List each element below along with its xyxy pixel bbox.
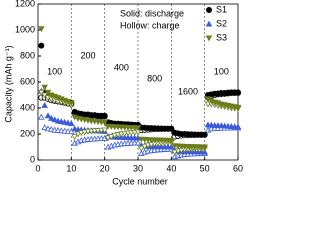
y-tick-label: 1200 [15,0,35,8]
charge-point [101,127,108,134]
discharge-point [68,100,75,107]
discharge-point [51,116,58,123]
x-tick-label: 20 [100,163,110,173]
legend-label: S3 [216,32,227,42]
y-axis-label: Capacity (mAh g⁻¹) [3,45,13,122]
rate-label: 400 [114,62,129,72]
legend-marker [205,7,212,13]
rate-label: 100 [214,66,229,76]
legend-note: Solid: discharge [120,8,184,18]
discharge-point [201,131,208,138]
discharge-point [134,125,142,132]
charge-point [104,135,112,142]
legend-label: S1 [216,4,227,14]
x-tick-label: 10 [66,163,76,173]
y-tick-label: 400 [20,102,35,112]
x-tick-label: 30 [133,163,143,173]
x-tick-label: 50 [200,163,210,173]
charge-point [41,124,48,130]
legend-marker [205,35,213,42]
discharge-point [234,104,242,111]
rate-label: 200 [80,50,95,60]
discharge-point [41,101,48,108]
discharge-point [168,138,175,144]
discharge-point [68,120,75,127]
discharge-point [41,84,48,91]
y-tick-label: 200 [20,128,35,138]
rate-label: 1600 [178,86,198,96]
rate-label: 800 [147,73,162,83]
discharge-point [101,119,108,126]
charge-point [71,134,78,141]
discharge-point [48,114,55,121]
rate-label: 100 [47,66,62,76]
x-axis-label: Cycle number [112,176,168,186]
discharge-point [168,143,175,150]
charge-point [108,134,115,141]
y-tick-label: 800 [20,50,35,60]
y-tick-label: 600 [20,76,35,86]
legend-note: Hollow: charge [120,20,180,30]
discharge-point [234,89,241,96]
discharge-point [38,42,45,49]
discharge-point [201,144,208,151]
charge-point [134,139,142,146]
charge-point [68,128,75,135]
discharge-point [44,112,52,119]
discharge-point [234,123,242,130]
chart: Cycle number Capacity (mAh g⁻¹) 0 10 20 30 4… [3,0,243,186]
charge-point [138,145,145,152]
charge-point [38,113,45,120]
charge-point [171,149,178,156]
legend-marker [205,20,213,27]
x-tick-label: 60 [233,163,243,173]
plot-frame [37,3,239,161]
y-tick-label: 1000 [15,24,35,34]
y-tick-label: 0 [30,154,35,164]
x-tick-label: 40 [166,163,176,173]
charge-point [74,131,82,138]
discharge-point [101,112,108,119]
discharge-point [168,125,175,132]
discharge-point [38,26,45,33]
charge-point [141,143,148,150]
x-tick-label: 0 [35,163,40,173]
legend-label: S2 [216,18,227,28]
